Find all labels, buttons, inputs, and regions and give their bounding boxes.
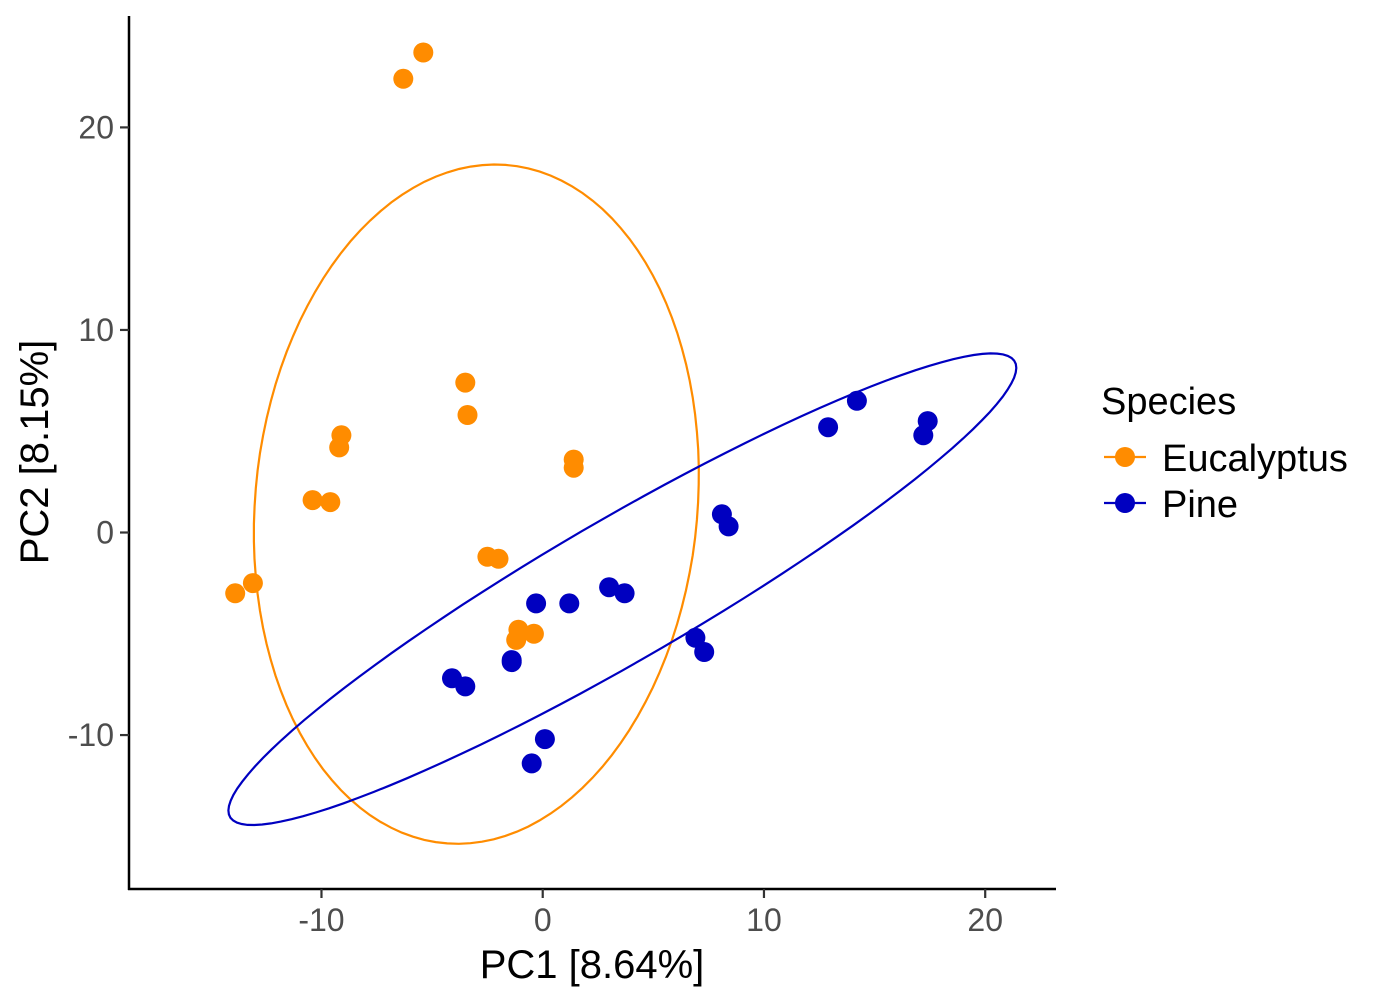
- pine-ellipse: [227, 352, 1018, 827]
- y-axis-ticks: -10 0 10 20: [68, 109, 129, 753]
- data-points: [225, 42, 938, 774]
- pine-point: [694, 642, 715, 662]
- x-tick-label: -10: [298, 902, 344, 938]
- y-tick-label: 0: [96, 515, 114, 551]
- eucalyptus-point: [563, 457, 584, 478]
- x-axis-ticks: -10 0 10 20: [298, 889, 1003, 938]
- legend-key-point: [1115, 447, 1135, 467]
- x-axis-title: PC1 [8.64%]: [480, 943, 705, 987]
- y-axis-title: PC2 [8.15%]: [13, 340, 57, 565]
- legend-title: Species: [1101, 381, 1236, 423]
- pine-point: [818, 417, 839, 438]
- y-tick-label: 20: [78, 109, 114, 145]
- eucalyptus-point: [488, 548, 509, 569]
- y-tick-label: 10: [78, 312, 114, 348]
- eucalyptus-point: [242, 573, 263, 594]
- pine-point: [455, 676, 476, 697]
- eucalyptus-point: [457, 405, 478, 425]
- pine-point: [718, 516, 739, 537]
- eucalyptus-ellipse: [252, 163, 700, 845]
- eucalyptus-point: [393, 68, 414, 89]
- legend-item-pine: Pine: [1104, 484, 1238, 526]
- legend-label: Pine: [1162, 484, 1238, 526]
- x-tick-label: 0: [534, 902, 552, 938]
- y-tick-label: -10: [68, 717, 114, 753]
- confidence-ellipses: [227, 163, 1018, 845]
- pine-point: [501, 652, 522, 673]
- eucalyptus-point: [413, 42, 434, 63]
- eucalyptus-point: [225, 583, 246, 604]
- pine-point: [846, 390, 867, 411]
- eucalyptus-point: [506, 629, 527, 650]
- x-tick-label: 20: [967, 902, 1003, 938]
- legend-label: Eucalyptus: [1162, 438, 1348, 480]
- eucalyptus-point: [320, 492, 341, 513]
- pine-point: [614, 583, 635, 604]
- pine-point: [526, 593, 547, 614]
- pine-point: [534, 729, 555, 750]
- eucalyptus-point: [455, 372, 476, 393]
- eucalyptus-point: [329, 437, 350, 458]
- eucalyptus-point: [523, 623, 544, 644]
- pine-point: [559, 593, 580, 614]
- eucalyptus-point: [302, 490, 323, 511]
- legend-key-point: [1115, 493, 1135, 513]
- legend-item-eucalyptus: Eucalyptus: [1104, 438, 1348, 480]
- pine-point: [913, 425, 934, 446]
- pine-point: [521, 753, 542, 774]
- pine-point: [599, 577, 620, 598]
- x-tick-label: 10: [746, 902, 782, 938]
